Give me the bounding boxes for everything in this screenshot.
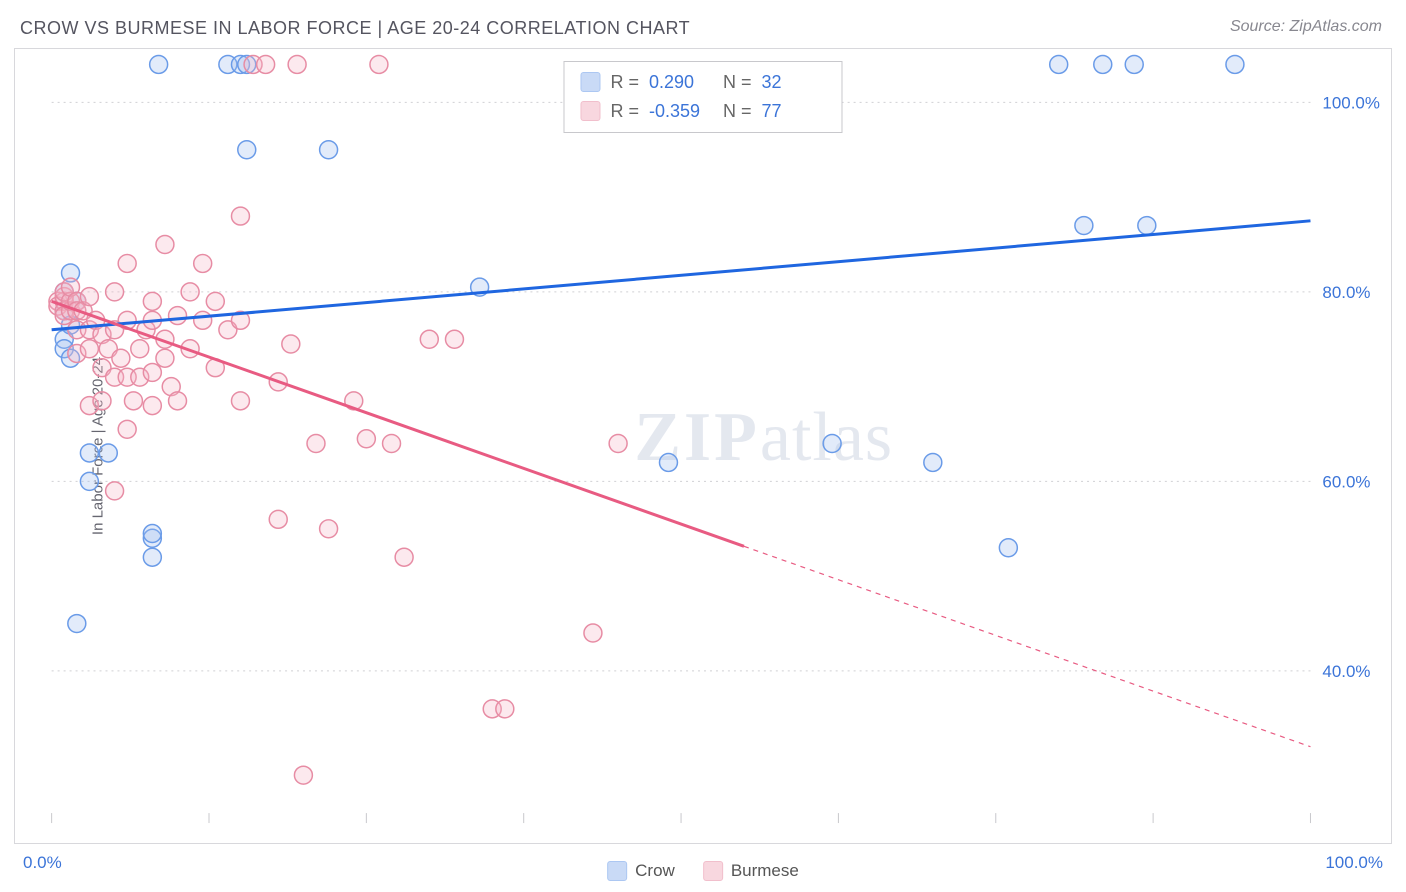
burmese-point [395, 548, 413, 566]
chart-title: CROW VS BURMESE IN LABOR FORCE | AGE 20-… [20, 18, 690, 39]
legend-r-value: -0.359 [649, 97, 713, 126]
burmese-point [143, 363, 161, 381]
burmese-point [307, 435, 325, 453]
legend-series-item: Crow [607, 861, 675, 881]
crow-point [80, 444, 98, 462]
burmese-point [143, 292, 161, 310]
burmese-point [282, 335, 300, 353]
legend-series-name: Crow [635, 861, 675, 881]
crow-point [823, 435, 841, 453]
legend-swatch [703, 861, 723, 881]
burmese-point [80, 340, 98, 358]
legend-correlation: R = 0.290 N = 32 R = -0.359 N = 77 [563, 61, 842, 133]
y-tick-label: 60.0% [1322, 472, 1370, 491]
crow-point [659, 453, 677, 471]
legend-n-value: 32 [762, 68, 826, 97]
legend-correlation-row: R = -0.359 N = 77 [580, 97, 825, 126]
legend-r-value: 0.290 [649, 68, 713, 97]
burmese-point [370, 55, 388, 73]
burmese-point [181, 283, 199, 301]
burmese-point [106, 283, 124, 301]
burmese-point [156, 236, 174, 254]
legend-n-label: N = [723, 97, 752, 126]
legend-series-item: Burmese [703, 861, 799, 881]
burmese-point [118, 254, 136, 272]
y-tick-label: 80.0% [1322, 283, 1370, 302]
crow-point [1138, 217, 1156, 235]
chart-svg: 40.0% 60.0% 80.0% 100.0% [15, 49, 1391, 843]
chart-area: In Labor Force | Age 20-24 ZIPatlas 40.0… [14, 48, 1392, 844]
burmese-trend-dashed [744, 546, 1310, 746]
x-axis-min-label: 0.0% [23, 853, 62, 873]
burmese-point [383, 435, 401, 453]
burmese-point [93, 392, 111, 410]
crow-point [143, 548, 161, 566]
y-tick-label: 100.0% [1322, 93, 1379, 112]
burmese-point [269, 510, 287, 528]
burmese-point [194, 311, 212, 329]
crow-point [99, 444, 117, 462]
legend-n-value: 77 [762, 97, 826, 126]
burmese-point [496, 700, 514, 718]
crow-point [320, 141, 338, 159]
legend-r-label: R = [610, 68, 639, 97]
crow-point [80, 472, 98, 490]
burmese-point [320, 520, 338, 538]
crow-point [924, 453, 942, 471]
crow-trend-solid [52, 221, 1311, 330]
burmese-point [445, 330, 463, 348]
burmese-point [294, 766, 312, 784]
crow-point [1226, 55, 1244, 73]
legend-swatch [580, 101, 600, 121]
burmese-point [231, 207, 249, 225]
burmese-point [288, 55, 306, 73]
burmese-point [169, 307, 187, 325]
burmese-point [143, 397, 161, 415]
crow-point [1075, 217, 1093, 235]
crow-point [999, 539, 1017, 557]
legend-swatch [580, 72, 600, 92]
burmese-point [112, 349, 130, 367]
crow-point [1094, 55, 1112, 73]
burmese-point [231, 392, 249, 410]
crow-point [238, 141, 256, 159]
burmese-point [106, 482, 124, 500]
burmese-trend-solid [52, 301, 744, 546]
burmese-point [124, 392, 142, 410]
burmese-point [169, 392, 187, 410]
crow-point [1050, 55, 1068, 73]
burmese-point [357, 430, 375, 448]
burmese-point [194, 254, 212, 272]
legend-n-label: N = [723, 68, 752, 97]
crow-point [68, 615, 86, 633]
burmese-point [131, 340, 149, 358]
burmese-point [156, 349, 174, 367]
burmese-point [420, 330, 438, 348]
burmese-point [80, 288, 98, 306]
burmese-point [206, 292, 224, 310]
y-tick-label: 40.0% [1322, 662, 1370, 681]
legend-correlation-row: R = 0.290 N = 32 [580, 68, 825, 97]
crow-point [1125, 55, 1143, 73]
legend-series: Crow Burmese [607, 861, 799, 881]
legend-r-label: R = [610, 97, 639, 126]
legend-swatch [607, 861, 627, 881]
source-attribution: Source: ZipAtlas.com [1230, 18, 1382, 36]
crow-point [150, 55, 168, 73]
legend-series-name: Burmese [731, 861, 799, 881]
burmese-point [118, 420, 136, 438]
burmese-point [609, 435, 627, 453]
x-axis-max-label: 100.0% [1325, 853, 1383, 873]
burmese-point [257, 55, 275, 73]
burmese-point [584, 624, 602, 642]
crow-point [143, 525, 161, 543]
